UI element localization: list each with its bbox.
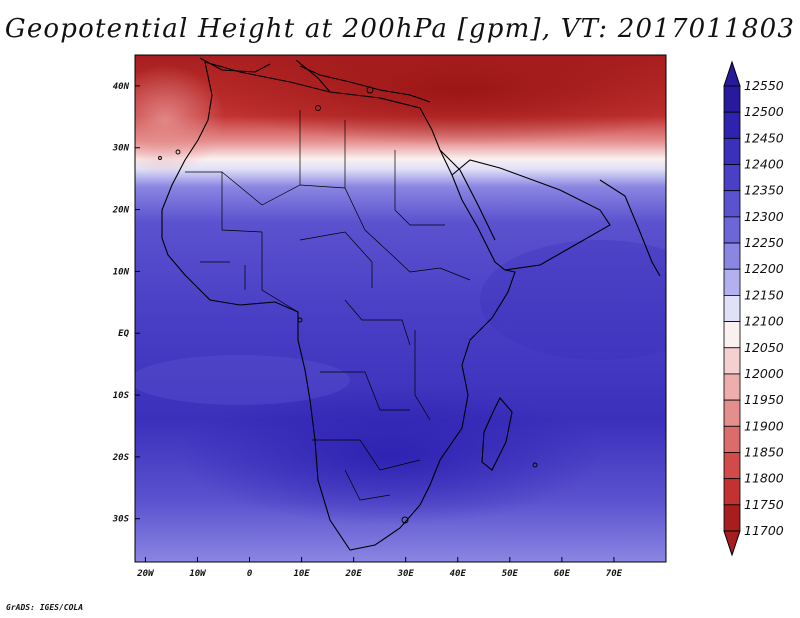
x-tick-label: 50E (502, 569, 519, 579)
colorbar-label: 11750 (744, 497, 784, 512)
colorbar-label: 11900 (744, 418, 784, 433)
colorbar-label: 12450 (744, 130, 784, 145)
colorbar-segment (723, 111, 741, 139)
x-tick-label: 40E (450, 569, 467, 579)
colorbar-label: 11800 (744, 471, 784, 486)
colorbar-segment (723, 85, 741, 113)
arabia-coastline (451, 159, 611, 271)
colorbar-segment (723, 242, 741, 270)
colorbar-segment (723, 452, 741, 480)
y-tick-label: 10N (113, 267, 130, 277)
x-tick-label: 30E (397, 569, 415, 579)
height-field (135, 55, 666, 562)
x-tick-label: 60E (554, 569, 571, 579)
country-borders (185, 110, 471, 501)
y-tick-label: 30S (112, 515, 130, 525)
y-tick-label: 30N (112, 144, 130, 154)
colorbar-segment (723, 321, 741, 349)
colorbar-label: 12350 (744, 183, 784, 198)
y-tick-label: EQ (118, 329, 129, 339)
x-tick-label: 20W (136, 569, 155, 579)
credit-text: GrADS: IGES/COLA (6, 603, 84, 612)
colorbar-label: 12400 (744, 157, 784, 172)
colorbar-label: 12000 (744, 366, 784, 381)
colorbar-segment (723, 137, 741, 165)
madagascar-coastline (481, 397, 513, 471)
italy-coast (295, 59, 331, 93)
x-tick-label: 10W (189, 569, 207, 579)
colorbar-segment (723, 190, 741, 218)
x-axis-ticks: 20W 10W 0 10E 20E 30E 40E 50E 60E 70E (136, 557, 623, 579)
red-sea (439, 149, 496, 241)
colorbar-segment (723, 504, 741, 532)
y-tick-label: 10S (113, 391, 130, 401)
colorbar-bottom-arrow (723, 530, 741, 557)
colorbar-label: 12100 (744, 314, 784, 329)
y-tick-label: 40N (113, 82, 130, 92)
colorbar-top-arrow (723, 60, 741, 87)
colorbar-label: 12150 (744, 287, 784, 302)
india-coastline (599, 179, 661, 277)
mediterranean-coast (299, 65, 431, 103)
islands (158, 86, 538, 524)
colorbar-segment (723, 478, 741, 506)
colorbar-label: 12050 (744, 340, 784, 355)
x-tick-label: 20E (345, 569, 363, 579)
map-frame-group (134, 54, 667, 563)
colorbar-segment (723, 399, 741, 427)
x-tick-label: 0 (247, 569, 253, 579)
y-axis-ticks: 40N 30N 20N 10N EQ 10S 20S 30S (112, 82, 140, 525)
colorbar-label: 11950 (744, 392, 784, 407)
colorbar-segment (723, 216, 741, 244)
africa-coastline (161, 61, 516, 551)
colorbar-segment (723, 164, 741, 192)
colorbar: 12550 12500 12450 12400 12350 12300 12250 12200… (723, 60, 784, 557)
x-tick-label: 10E (293, 569, 310, 579)
colorbar-label: 12250 (744, 235, 784, 250)
colorbar-segment (723, 295, 741, 322)
colorbar-label: 12300 (744, 209, 784, 224)
colorbar-label: 12500 (744, 104, 784, 119)
colorbar-label: 11850 (744, 444, 784, 459)
x-tick-label: 70E (606, 569, 623, 579)
colorbar-label: 12200 (744, 261, 784, 276)
colorbar-segment (723, 373, 741, 401)
coastlines (161, 57, 661, 551)
colorbar-label: 11700 (744, 523, 784, 538)
colorbar-segment (723, 347, 741, 375)
colorbar-label: 12550 (744, 78, 784, 93)
y-tick-label: 20N (112, 206, 130, 216)
y-tick-label: 20S (112, 453, 130, 463)
map-frame (134, 54, 667, 563)
chart-title: Geopotential Height at 200hPa [gpm], VT:… (4, 14, 796, 44)
iberia-coast (199, 57, 271, 73)
colorbar-segment (723, 268, 741, 296)
colorbar-segment (723, 425, 741, 453)
